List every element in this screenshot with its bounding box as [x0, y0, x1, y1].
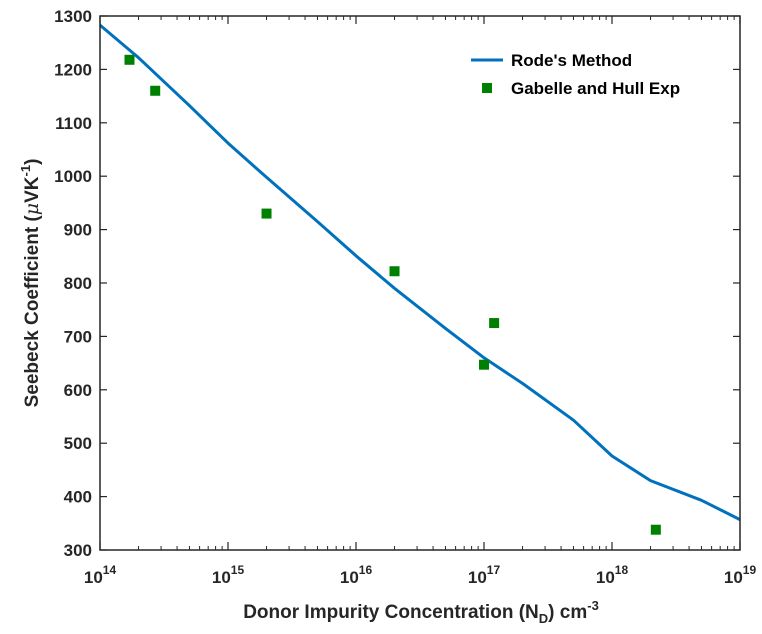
- y-tick-label: 300: [64, 541, 92, 560]
- y-tick-label: 800: [64, 274, 92, 293]
- x-tick-label: 1015: [212, 563, 245, 587]
- y-tick-label: 1000: [54, 167, 92, 186]
- data-point-gabelle-hull: [650, 524, 661, 535]
- plot-area: [100, 16, 740, 550]
- y-tick-label: 500: [64, 434, 92, 453]
- series-line-rodes-method: [99, 23, 741, 521]
- x-tick-label: 1019: [724, 563, 757, 587]
- y-tick-label: 1300: [54, 7, 92, 26]
- plot-frame: [99, 15, 741, 551]
- y-axis-title: Seebeck Coefficient (μVK-1): [18, 159, 43, 408]
- y-tick-label: 1200: [54, 60, 92, 79]
- legend-label-rode: Rode's Method: [511, 51, 632, 70]
- data-point-gabelle-hull: [489, 318, 500, 329]
- legend: Rode's Method Gabelle and Hull Exp: [471, 51, 680, 98]
- x-tick-label: 1016: [340, 563, 373, 587]
- x-tick-label: 1018: [596, 563, 629, 587]
- data-point-gabelle-hull: [261, 208, 272, 219]
- y-tick-label: 400: [64, 488, 92, 507]
- data-point-gabelle-hull: [479, 359, 489, 370]
- y-tick-label: 600: [64, 381, 92, 400]
- y-tick-label: 1100: [55, 114, 92, 133]
- data-point-gabelle-hull: [124, 54, 135, 65]
- data-point-gabelle-hull: [389, 266, 400, 277]
- series-layer: [99, 23, 741, 535]
- x-tick-label: 1017: [468, 563, 501, 587]
- legend-square-marker: [482, 83, 492, 93]
- x-tick-label: 1014: [84, 563, 117, 587]
- legend-label-gabelle: Gabelle and Hull Exp: [511, 79, 680, 98]
- data-point-gabelle-hull: [150, 85, 161, 96]
- y-tick-label: 900: [64, 221, 92, 240]
- y-axis-ticks: 300 400 500 600 700 800 900 1000 1100 1200 1300: [54, 7, 740, 560]
- x-axis-ticks: 1014 1015 1016 1017 1018 1019: [84, 16, 757, 587]
- x-axis-title: Donor Impurity Concentration (ND) cm-3: [243, 598, 599, 626]
- y-tick-label: 700: [64, 327, 92, 346]
